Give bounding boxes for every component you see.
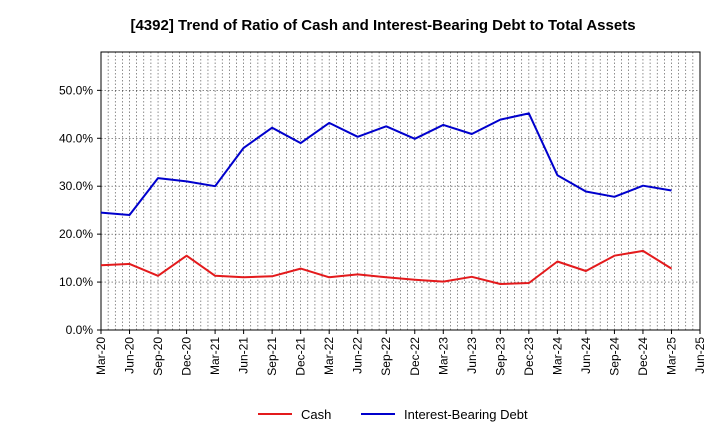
x-tick-label: Jun-20 [123,337,137,374]
x-tick-label: Mar-21 [208,337,222,375]
x-tick-label: Dec-20 [180,337,194,376]
plot-frame [100,51,701,331]
x-tick-label: Jun-22 [351,337,365,374]
x-tick-label: Jun-25 [693,337,707,374]
x-tick-label: Dec-22 [408,337,422,376]
series-line-cash [100,249,673,285]
grid [101,52,700,330]
x-tick-label: Mar-25 [664,337,678,375]
y-tick-label: 20.0% [59,227,93,241]
x-tick-label: Dec-24 [636,337,650,376]
y-tick-label: 0.0% [66,323,94,337]
x-tick-label: Dec-21 [294,337,308,376]
x-tick-label: Jun-21 [237,337,251,374]
y-axis: 0.0% 10.0% 20.0% 30.0% 40.0% 50.0% [59,83,101,337]
y-tick-label: 10.0% [59,275,93,289]
x-tick-label: Mar-24 [550,337,564,375]
legend: Cash Interest-Bearing Debt [258,407,528,422]
legend-label: Interest-Bearing Debt [404,407,528,422]
x-tick-label: Mar-20 [94,337,108,375]
y-tick-label: 50.0% [59,83,93,97]
x-axis: Mar-20 Jun-20 Sep-20 Dec-20 Mar-21 Jun-21 Sep-… [94,330,707,376]
x-tick-label: Sep-22 [379,337,393,376]
x-tick-label: Sep-23 [493,337,507,376]
x-tick-label: Mar-23 [436,337,450,375]
x-tick-label: Sep-24 [607,337,621,376]
x-tick-label: Sep-21 [265,337,279,376]
series-lines [100,112,673,285]
y-tick-label: 30.0% [59,179,93,193]
x-tick-label: Dec-23 [522,337,536,376]
series-line-interest-bearing-debt [100,112,672,216]
x-tick-label: Jun-23 [465,337,479,374]
x-tick-label: Mar-22 [322,337,336,375]
legend-label: Cash [301,407,331,422]
x-tick-label: Jun-24 [579,337,593,374]
x-tick-label: Sep-20 [151,337,165,376]
y-tick-label: 40.0% [59,131,93,145]
chart-title: [4392] Trend of Ratio of Cash and Intere… [130,17,635,34]
